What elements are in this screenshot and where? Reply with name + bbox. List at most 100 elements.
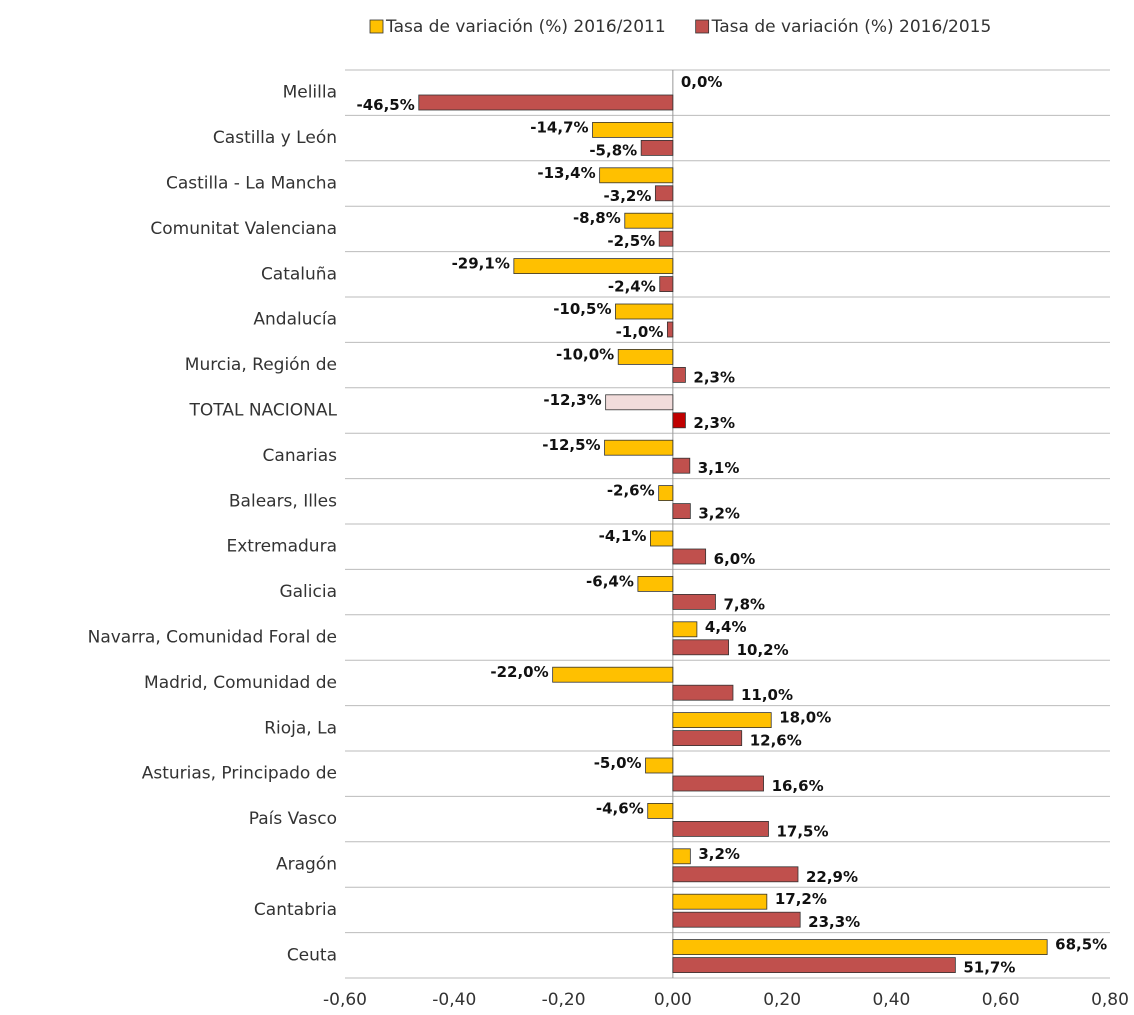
bar: [640, 139, 674, 156]
value-label: 6,0%: [714, 550, 756, 568]
value-label: -12,5%: [542, 436, 600, 454]
bar: [672, 366, 686, 383]
category-label: Melilla: [283, 83, 337, 103]
value-label: 17,5%: [776, 822, 828, 840]
category-label: Madrid, Comunidad de: [144, 673, 337, 693]
category-label: Cantabria: [254, 900, 337, 920]
value-label: 18,0%: [779, 709, 831, 727]
value-label: 22,9%: [806, 868, 858, 886]
category-label: TOTAL NACIONAL: [189, 401, 338, 421]
category-label: Comunitat Valenciana: [150, 219, 337, 239]
bar: [672, 730, 743, 746]
x-tick-label: -0,40: [432, 990, 476, 1010]
value-label: 12,6%: [750, 732, 802, 750]
value-label: -6,4%: [586, 572, 634, 590]
legend-label: Tasa de variación (%) 2016/2011: [385, 17, 666, 37]
value-label: -2,5%: [607, 232, 655, 250]
value-label: 2,3%: [693, 414, 735, 432]
bar: [672, 684, 734, 701]
legend-label: Tasa de variación (%) 2016/2015: [711, 17, 992, 37]
bar: [672, 503, 691, 520]
bar: [418, 94, 674, 111]
value-label: 10,2%: [737, 641, 789, 659]
bar: [604, 439, 674, 456]
x-tick-label: -0,60: [323, 990, 367, 1010]
bar: [658, 230, 674, 247]
value-label: -14,7%: [530, 118, 588, 136]
value-label: 51,7%: [963, 959, 1015, 977]
category-label: Andalucía: [253, 310, 337, 330]
x-tick-label: 0,00: [654, 990, 692, 1010]
value-label: -10,0%: [556, 345, 614, 363]
value-label: -2,4%: [608, 278, 656, 296]
bar: [672, 775, 764, 792]
category-label: Rioja, La: [264, 718, 337, 738]
bar: [605, 394, 674, 411]
bar: [615, 303, 674, 320]
value-label: 4,4%: [705, 618, 747, 636]
category-label: Cataluña: [261, 264, 337, 284]
value-label: 3,2%: [698, 505, 740, 523]
bar: [647, 803, 674, 819]
bar: [672, 848, 691, 865]
bar: [650, 530, 674, 547]
category-label: Galicia: [279, 582, 337, 602]
bar: [672, 866, 799, 883]
value-label: -4,6%: [596, 799, 644, 817]
bar: [672, 712, 772, 728]
bar: [552, 666, 674, 683]
bar: [645, 757, 674, 774]
value-label: 7,8%: [723, 595, 765, 613]
bar: [672, 594, 716, 610]
category-label: Castilla - La Mancha: [166, 174, 337, 194]
bar: [624, 212, 674, 229]
value-label: -46,5%: [357, 96, 415, 114]
value-label: -5,0%: [594, 754, 642, 772]
x-tick-label: 0,40: [872, 990, 910, 1010]
value-label: -22,0%: [490, 663, 548, 681]
bar: [672, 893, 768, 910]
category-label: Murcia, Región de: [185, 355, 337, 375]
bar: [672, 412, 686, 429]
value-label: 3,1%: [698, 459, 740, 477]
bar: [654, 185, 674, 202]
category-label: Canarias: [263, 446, 338, 466]
bar: [658, 485, 674, 502]
bar: [659, 276, 674, 293]
value-label: -29,1%: [452, 255, 510, 273]
bar: [672, 457, 691, 474]
x-tick-label: 0,60: [982, 990, 1020, 1010]
value-label: 16,6%: [772, 777, 824, 795]
category-label: Navarra, Comunidad Foral de: [88, 628, 337, 648]
value-label: -2,6%: [607, 482, 655, 500]
bar: [672, 939, 1048, 955]
x-tick-label: 0,20: [763, 990, 801, 1010]
value-label: 17,2%: [775, 890, 827, 908]
bar: [672, 821, 769, 837]
bar: [637, 576, 674, 592]
value-label: -12,3%: [543, 391, 601, 409]
value-label: -10,5%: [553, 300, 611, 318]
value-label: -4,1%: [599, 527, 647, 545]
bar: [672, 639, 729, 656]
bar: [617, 348, 674, 365]
value-label: -8,8%: [573, 209, 621, 227]
category-label: Extremadura: [227, 537, 338, 557]
value-label: -3,2%: [604, 187, 652, 205]
value-label: 3,2%: [698, 845, 740, 863]
value-label: -5,8%: [589, 141, 637, 159]
value-label: 23,3%: [808, 913, 860, 931]
bar: [599, 167, 674, 184]
value-label: 11,0%: [741, 686, 793, 704]
category-label: Aragón: [276, 855, 337, 875]
value-label: 2,3%: [693, 368, 735, 386]
bar: [672, 911, 801, 928]
bar: [672, 621, 698, 638]
value-label: 0,0%: [681, 73, 723, 91]
legend-swatch: [369, 19, 384, 34]
value-label: -1,0%: [616, 323, 664, 341]
category-label: Ceuta: [287, 945, 337, 965]
value-label: 68,5%: [1055, 936, 1107, 954]
bar: [666, 321, 674, 338]
